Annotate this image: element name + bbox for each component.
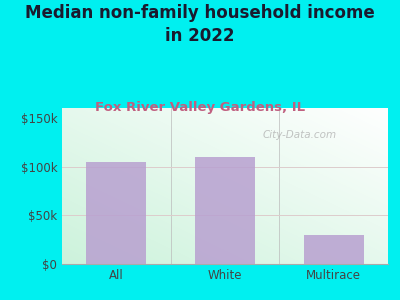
Text: City-Data.com: City-Data.com — [263, 130, 337, 140]
Bar — [86, 162, 146, 264]
Bar — [304, 235, 364, 264]
Text: Fox River Valley Gardens, IL: Fox River Valley Gardens, IL — [95, 100, 305, 113]
Bar — [195, 157, 255, 264]
Text: Median non-family household income
in 2022: Median non-family household income in 20… — [25, 4, 375, 45]
